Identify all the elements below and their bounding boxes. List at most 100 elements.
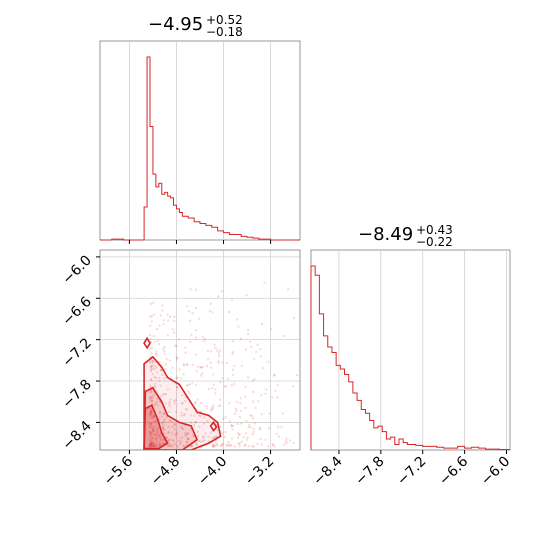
scatter-point bbox=[151, 428, 154, 431]
scatter-point bbox=[224, 436, 227, 439]
scatter-point bbox=[209, 302, 212, 305]
scatter-point bbox=[149, 361, 152, 364]
scatter-point bbox=[186, 431, 189, 434]
scatter-y-tick-label: −6.0 bbox=[59, 252, 94, 287]
scatter-point bbox=[152, 390, 155, 393]
scatter-point bbox=[218, 424, 221, 427]
scatter-point bbox=[171, 439, 174, 442]
scatter-point bbox=[163, 411, 166, 414]
scatter-point bbox=[214, 440, 217, 443]
scatter-point bbox=[156, 354, 159, 357]
scatter-point bbox=[235, 410, 238, 413]
contour-line-inner bbox=[143, 404, 169, 450]
scatter-point bbox=[159, 400, 162, 403]
scatter-point bbox=[326, 430, 328, 432]
scatter-point bbox=[150, 444, 153, 447]
scatter-point bbox=[267, 360, 270, 363]
scatter-point bbox=[153, 445, 156, 448]
scatter-point bbox=[191, 363, 194, 366]
scatter-point bbox=[225, 385, 228, 388]
scatter-point bbox=[207, 440, 210, 443]
scatter-point bbox=[150, 347, 153, 350]
scatter-point bbox=[244, 386, 247, 389]
scatter-point bbox=[215, 436, 218, 439]
scatter-point bbox=[175, 345, 178, 348]
scatter-point bbox=[149, 334, 152, 337]
hist-x-title-median: −4.95 bbox=[148, 14, 203, 35]
scatter-point bbox=[268, 427, 271, 430]
scatter-point bbox=[189, 444, 192, 447]
scatter-point bbox=[151, 432, 154, 435]
scatter-point bbox=[250, 426, 253, 429]
scatter-point bbox=[240, 422, 243, 425]
scatter-point bbox=[305, 339, 307, 341]
scatter-point bbox=[151, 360, 154, 363]
scatter-point bbox=[165, 436, 168, 439]
scatter-point bbox=[162, 443, 165, 446]
scatter-point bbox=[150, 386, 153, 389]
scatter-point bbox=[178, 368, 181, 371]
scatter-point bbox=[253, 358, 256, 361]
scatter-point bbox=[149, 433, 152, 436]
scatter-point bbox=[182, 444, 185, 447]
scatter-point bbox=[204, 432, 207, 435]
hist-x-title: −4.95 bbox=[148, 14, 203, 35]
scatter-point bbox=[150, 403, 153, 406]
scatter-point bbox=[160, 401, 163, 404]
scatter-point bbox=[223, 385, 226, 388]
scatter-point bbox=[165, 436, 168, 439]
scatter-point bbox=[227, 443, 230, 446]
scatter-point bbox=[209, 409, 212, 412]
scatter-point bbox=[271, 396, 274, 399]
scatter-point bbox=[213, 445, 216, 448]
scatter-point bbox=[257, 400, 260, 403]
scatter-point bbox=[212, 373, 215, 376]
scatter-point bbox=[194, 402, 197, 405]
scatter-point bbox=[306, 439, 308, 441]
scatter-point bbox=[169, 438, 172, 441]
scatter-point bbox=[185, 305, 188, 308]
scatter-point bbox=[188, 392, 191, 395]
scatter-point bbox=[195, 336, 198, 339]
scatter-point bbox=[149, 441, 152, 444]
scatter-point bbox=[236, 423, 239, 426]
scatter-point bbox=[247, 376, 250, 379]
scatter-point bbox=[149, 348, 152, 351]
scatter-point bbox=[190, 427, 193, 430]
scatter-point bbox=[149, 410, 152, 413]
scatter-point bbox=[264, 392, 267, 395]
scatter-point bbox=[199, 366, 202, 369]
scatter-point bbox=[163, 346, 166, 349]
scatter-point bbox=[263, 281, 266, 284]
scatter-point bbox=[274, 390, 277, 393]
scatter-point bbox=[154, 433, 157, 436]
scatter-point bbox=[150, 440, 153, 443]
scatter-point bbox=[157, 442, 160, 445]
scatter-point bbox=[152, 442, 155, 445]
scatter-point bbox=[151, 396, 154, 399]
scatter-point bbox=[186, 408, 189, 411]
scatter-point bbox=[161, 373, 164, 376]
scatter-point bbox=[217, 351, 220, 354]
scatter-point bbox=[152, 301, 155, 304]
hist-y-title-plus: +0.43 bbox=[416, 223, 453, 237]
scatter-point bbox=[149, 425, 152, 428]
contour-fill-middle bbox=[144, 387, 198, 450]
scatter-point bbox=[150, 443, 153, 446]
scatter-point bbox=[231, 351, 234, 354]
scatter-point bbox=[191, 312, 194, 315]
scatter-point bbox=[171, 366, 174, 369]
scatter-point bbox=[176, 386, 179, 389]
scatter-point bbox=[168, 419, 171, 422]
scatter-point bbox=[220, 444, 223, 447]
contour-island bbox=[209, 421, 218, 433]
scatter-point bbox=[285, 442, 288, 445]
scatter-point bbox=[250, 414, 253, 417]
scatter-point bbox=[200, 410, 203, 413]
scatter-point bbox=[247, 445, 250, 448]
scatter-point bbox=[240, 440, 243, 443]
scatter-point bbox=[154, 376, 157, 379]
scatter-point bbox=[212, 404, 215, 407]
scatter-point bbox=[254, 406, 257, 409]
scatter-point bbox=[195, 288, 198, 291]
